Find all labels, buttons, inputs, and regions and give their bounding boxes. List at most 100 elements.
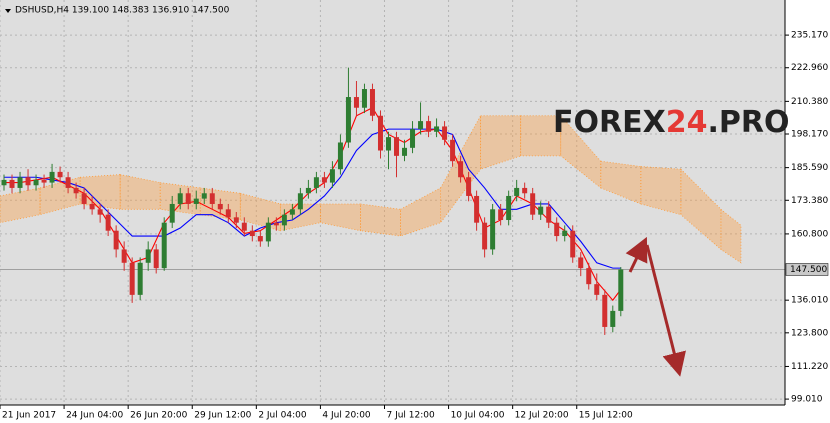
candle-body [121,249,127,263]
candle-body [426,121,432,132]
y-tick-label: 185.590 [791,163,828,173]
candle-body [225,209,231,218]
x-tick-label: 24 Jun 04:00 [66,411,123,421]
cloud-segment [520,115,562,157]
cloud-segment [320,203,361,232]
candle-body [233,217,239,223]
candle-body [177,193,183,204]
candle-body [105,214,111,231]
candle-body [257,236,263,242]
y-tick-label: 235.170 [791,31,828,41]
dropdown-icon[interactable] [5,9,11,13]
candle-body [385,137,391,151]
y-tick-label: 210.380 [791,97,828,107]
candle-body [65,177,71,188]
candle-body [474,195,480,223]
candle-body [41,179,47,183]
candle-body [57,171,63,178]
logo-left: FOREX [553,105,666,140]
candle-body [458,161,464,178]
down-arrow [645,244,686,377]
y-tick-label: 136.010 [791,296,828,306]
candle-body [305,187,311,194]
x-tick-label: 26 Jun 20:00 [130,411,187,421]
y-tick-label: 173.380 [791,196,828,206]
candle-body [33,179,39,186]
candle-body [297,193,303,210]
candle-body [434,126,440,132]
x-tick-label: 7 Jul 12:00 [386,411,435,421]
logo-mid: 24 [666,105,708,140]
candle-body [570,230,576,258]
candle-body [217,203,223,210]
candle-body [17,177,23,188]
candle-body [594,284,600,295]
y-tick-label: 198.170 [791,130,828,140]
x-tick-label: 12 Jul 20:00 [515,411,569,421]
cloud-segment [360,203,401,237]
y-tick-label: 160.800 [791,229,828,239]
candle-body [25,177,31,186]
up-arrow [625,236,648,273]
candle-body [201,193,207,199]
candle-body [578,257,584,269]
cloud-segment [600,160,642,205]
candle-body [81,193,87,204]
candle-body [113,230,119,250]
candle-body [377,115,383,151]
candle-body [538,206,544,215]
candle-body [129,262,135,295]
candle-body [562,230,568,237]
last-price-label: 147.500 [790,265,827,275]
last-price-box [785,263,829,276]
candle-body [498,209,504,221]
cloud-segment [79,174,121,210]
candle-body [586,268,592,285]
candle-body [345,97,351,143]
candle-body [73,187,79,194]
candle-body [353,97,359,108]
candle-body [185,193,191,204]
cloud-segment [640,166,682,216]
candle-body [522,187,528,194]
candle-body [281,214,287,226]
candle-body [289,209,295,215]
x-tick-label: 29 Jun 12:00 [194,411,251,421]
candle-body [402,147,408,156]
candle-body [329,169,335,183]
candle-body [530,193,536,215]
candle-body [506,195,512,221]
candle-body [482,222,488,250]
candle-body [394,137,400,156]
x-tick-label: 2 Jul 04:00 [258,411,307,421]
candle-body [610,310,616,327]
candle-body [153,249,159,269]
candle-body [161,222,167,269]
candle-body [313,177,319,188]
candle-body [97,209,103,215]
y-tick-label: 99.010 [791,395,823,405]
candle-body [193,198,199,204]
cloud-segment [720,208,742,264]
y-tick-label: 111.220 [791,362,828,372]
candle-body [145,249,151,263]
y-tick-label: 222.960 [791,63,828,73]
x-tick-label: 4 Jul 20:00 [322,411,371,421]
candle-body [89,203,95,210]
candle-body [1,179,7,186]
x-tick-label: 10 Jul 04:00 [451,411,505,421]
logo-right: .PRO [707,105,789,140]
candle-body [265,222,271,242]
candle-body [337,142,343,170]
candle-body [169,203,175,223]
candle-body [249,230,255,237]
candle-body [418,121,424,130]
candle-body [450,139,456,162]
candle-body [618,269,624,311]
x-tick-label: 21 Jun 2017 [2,411,56,421]
cloud-segment [480,115,522,170]
candle-body [273,222,279,226]
candle-body [9,179,15,188]
cloud-segment [400,187,441,237]
